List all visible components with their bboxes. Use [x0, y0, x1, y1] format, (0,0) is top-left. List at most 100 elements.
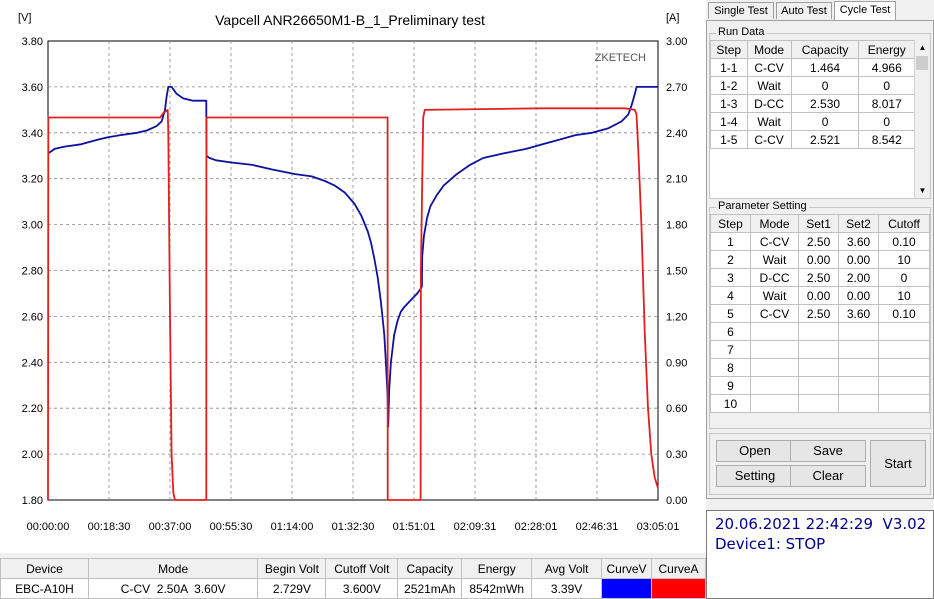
table-row[interactable]: 9: [710, 376, 931, 395]
curve-a-color-swatch[interactable]: [650, 578, 707, 599]
left-axis-tick-label: 2.40: [22, 357, 43, 369]
run-data-header: Energy: [858, 40, 915, 59]
table-row[interactable]: 1-4 Wait 0 0: [710, 112, 915, 131]
table-row[interactable]: 4 Wait 0.00 0.00 10: [710, 286, 931, 305]
table-cell: 2.50: [798, 268, 840, 287]
table-cell: 0.10: [877, 304, 931, 323]
table-cell: 6: [710, 322, 751, 341]
table-cell: 7: [710, 340, 751, 359]
summary-header: Cutoff Volt: [325, 558, 399, 579]
x-axis-tick-label: 03:05:01: [637, 521, 680, 533]
table-cell: 2.50: [798, 232, 840, 251]
x-axis-tick-label: 01:51:01: [393, 521, 436, 533]
control-buttons-group: Open Save Setting Clear Start: [709, 433, 931, 495]
x-axis-tick-label: 00:55:30: [210, 521, 253, 533]
table-cell: [838, 376, 879, 395]
table-row[interactable]: 10: [710, 394, 931, 413]
curve-v-color-swatch[interactable]: [601, 578, 652, 599]
table-cell: 1-3: [710, 94, 748, 113]
table-row[interactable]: 6: [710, 322, 931, 341]
x-axis-tick-label: 01:32:30: [332, 521, 375, 533]
table-cell: C-CV: [749, 304, 800, 323]
table-cell: 0.00: [798, 250, 840, 269]
table-row[interactable]: EBC-A10H C-CV 2.50A 3.60V 2.729V 3.600V …: [0, 578, 707, 599]
left-axis-tick-label: 3.00: [22, 220, 43, 232]
table-row[interactable]: 1 C-CV 2.50 3.60 0.10: [710, 232, 931, 251]
run-data-scrollbar[interactable]: ▲ ▼: [914, 40, 930, 198]
tab-cycle-test[interactable]: Cycle Test: [834, 1, 896, 20]
right-axis-tick-label: 0.60: [666, 403, 687, 415]
left-axis-tick-label: 2.20: [22, 403, 43, 415]
left-axis-tick-label: 3.80: [22, 36, 43, 48]
table-cell: C-CV: [749, 232, 800, 251]
table-cell: Wait: [746, 112, 792, 131]
table-cell: 1-5: [710, 130, 748, 149]
left-axis-tick-label: 2.80: [22, 266, 43, 278]
summary-header: Device: [0, 558, 89, 579]
status-datetime: 20.06.2021 22:42:29 V3.02: [715, 515, 927, 533]
capacity-cell: 2521mAh: [397, 578, 463, 599]
summary-header: CurveA: [650, 558, 707, 579]
table-cell: 8.017: [858, 94, 915, 113]
right-axis-tick-label: 3.00: [666, 36, 687, 48]
scroll-down-icon[interactable]: ▼: [918, 186, 927, 195]
tab-auto-test[interactable]: Auto Test: [776, 2, 832, 19]
setting-button[interactable]: Setting: [716, 465, 794, 487]
table-row[interactable]: 7: [710, 340, 931, 359]
table-cell: 1: [710, 232, 751, 251]
table-row[interactable]: 1-2 Wait 0 0: [710, 76, 915, 95]
table-cell: [877, 340, 931, 359]
table-cell: [838, 340, 879, 359]
run-data-header: Capacity: [790, 40, 860, 59]
right-axis-tick-label: 1.50: [666, 266, 687, 278]
scroll-thumb[interactable]: [916, 56, 928, 70]
table-cell: D-CC: [746, 94, 792, 113]
x-axis-tick-label: 02:28:01: [515, 521, 558, 533]
table-cell: 8: [710, 358, 751, 377]
left-axis-tick-label: 3.20: [22, 174, 43, 186]
avg-volt-cell: 3.39V: [531, 578, 603, 599]
begin-volt-cell: 2.729V: [257, 578, 327, 599]
scroll-up-icon[interactable]: ▲: [918, 43, 927, 52]
run-data-group: Run Data Step Mode Capacity Energy 1-1 C-CV 1…: [709, 26, 931, 199]
table-cell: 0: [790, 112, 860, 131]
table-cell: 3.60: [838, 232, 879, 251]
table-cell: [798, 322, 840, 341]
table-row[interactable]: 2 Wait 0.00 0.00 10: [710, 250, 931, 269]
param-header: Set2: [838, 214, 879, 233]
table-row[interactable]: 3 D-CC 2.50 2.00 0: [710, 268, 931, 287]
clear-button[interactable]: Clear: [790, 465, 866, 487]
table-cell: 0.00: [838, 286, 879, 305]
table-cell: 4.966: [858, 58, 915, 77]
chart-title: Vapcell ANR26650M1-B_1_Preliminary test: [215, 12, 485, 28]
right-axis-tick-label: 2.70: [666, 82, 687, 94]
start-button[interactable]: Start: [870, 440, 926, 487]
save-button[interactable]: Save: [790, 440, 866, 462]
table-row[interactable]: 1-1 C-CV 1.464 4.966: [710, 58, 915, 77]
cycle-test-panel: Run Data Step Mode Capacity Energy 1-1 C-CV 1…: [706, 20, 934, 499]
tab-single-test[interactable]: Single Test: [708, 2, 774, 19]
table-cell: [749, 376, 800, 395]
x-axis-tick-label: 00:37:00: [149, 521, 192, 533]
right-axis-tick-label: 1.20: [666, 311, 687, 323]
run-data-list[interactable]: Step Mode Capacity Energy 1-1 C-CV 1.464 4.966…: [710, 40, 930, 198]
table-row[interactable]: 8: [710, 358, 931, 377]
table-row[interactable]: 5 C-CV 2.50 3.60 0.10: [710, 304, 931, 323]
left-unit-label: [V]: [18, 12, 31, 24]
table-cell: 0.00: [838, 250, 879, 269]
table-cell: 5: [710, 304, 751, 323]
open-button[interactable]: Open: [716, 440, 794, 462]
table-cell: [749, 322, 800, 341]
table-row[interactable]: 1-5 C-CV 2.521 8.542: [710, 130, 915, 149]
run-data-header: Step: [710, 40, 748, 59]
right-axis-tick-label: 2.10: [666, 174, 687, 186]
left-axis-tick-label: 2.60: [22, 311, 43, 323]
table-row[interactable]: 1-3 D-CC 2.530 8.017: [710, 94, 915, 113]
table-cell: 1.464: [790, 58, 860, 77]
table-cell: [798, 358, 840, 377]
current-series-line: [47, 107, 659, 501]
summary-header: Mode: [87, 558, 259, 579]
table-cell: 1-1: [710, 58, 748, 77]
watermark: ZKETECH: [595, 52, 646, 64]
table-cell: 2.00: [838, 268, 879, 287]
